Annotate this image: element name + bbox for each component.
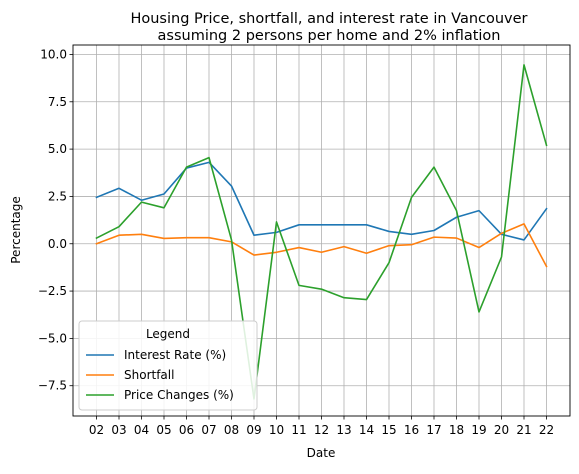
series-line-interest-rate [95, 161, 548, 241]
x-tick-label: 05 [156, 423, 171, 437]
y-axis-label: Percentage [9, 196, 23, 264]
axis-ticks: 02 03 04 05 06 07 08 09 10 11 12 13 14 15 16 17 18 19 20 21… [38, 47, 554, 437]
x-tick-label: 18 [449, 423, 464, 437]
legend: Legend Interest Rate (%) Shortfall Price C… [78, 320, 258, 411]
x-tick-label: 07 [201, 423, 216, 437]
plot-frame [72, 44, 571, 417]
y-tick-label: −7.5 [38, 379, 67, 393]
legend-title: Legend [146, 327, 190, 341]
chart-title-line2: assuming 2 persons per home and 2% infla… [158, 28, 501, 44]
series-line-price-changes [95, 64, 548, 400]
series-line-shortfall [95, 223, 548, 268]
legend-entry-label: Price Changes (%) [124, 388, 234, 402]
y-tick-label: −2.5 [38, 284, 67, 298]
x-tick-label: 21 [516, 423, 531, 437]
x-tick-label: 20 [494, 423, 509, 437]
x-tick-label: 13 [336, 423, 351, 437]
x-tick-label: 16 [404, 423, 419, 437]
x-tick-label: 02 [89, 423, 104, 437]
legend-box [78, 320, 258, 411]
series-lines [95, 64, 548, 400]
x-axis-label: Date [307, 446, 336, 460]
x-tick-label: 04 [134, 423, 149, 437]
y-tick-label: 2.5 [48, 189, 67, 203]
y-tick-label: 0.0 [48, 237, 67, 251]
x-tick-label: 19 [471, 423, 486, 437]
y-tick-label: 7.5 [48, 95, 67, 109]
legend-entry-label: Shortfall [124, 368, 174, 382]
y-tick-label: −5.0 [38, 331, 67, 345]
y-tick-label: 10.0 [40, 47, 67, 61]
x-tick-label: 09 [246, 423, 261, 437]
y-tick-label: 5.0 [48, 142, 67, 156]
x-tick-label: 12 [314, 423, 329, 437]
x-tick-label: 15 [381, 423, 396, 437]
x-tick-label: 08 [224, 423, 239, 437]
x-tick-label: 11 [291, 423, 306, 437]
chart-title-line1: Housing Price, shortfall, and interest r… [130, 11, 527, 27]
x-tick-label: 03 [111, 423, 126, 437]
x-tick-label: 17 [426, 423, 441, 437]
legend-entry-label: Interest Rate (%) [124, 348, 226, 362]
grid [73, 45, 570, 416]
x-tick-label: 10 [269, 423, 284, 437]
x-tick-label: 14 [359, 423, 374, 437]
x-tick-label: 22 [539, 423, 554, 437]
x-tick-label: 06 [179, 423, 194, 437]
